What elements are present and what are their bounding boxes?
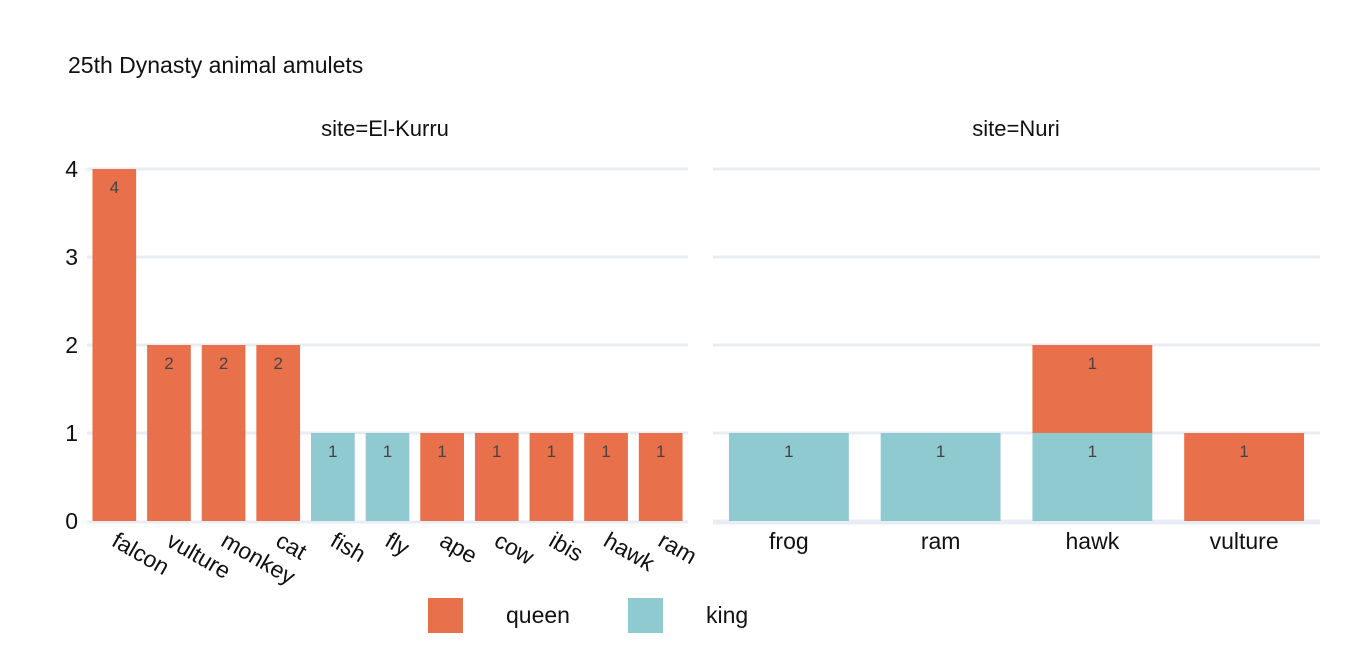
bar-king (365, 433, 410, 521)
x-tick-label: ram (921, 528, 961, 554)
bar-value-label: 1 (547, 442, 556, 461)
legend-item-queen[interactable]: queen (428, 598, 570, 633)
bar-queen (638, 433, 683, 521)
bar-value-label: 1 (1088, 442, 1097, 461)
bar-value-label: 2 (219, 354, 228, 373)
bar-queen (420, 433, 464, 521)
bar-queen (1184, 433, 1305, 521)
bar-king (728, 433, 849, 521)
y-tick-label: 0 (65, 508, 78, 534)
bar-queen (584, 433, 628, 521)
bar-value-label: 1 (1088, 354, 1097, 373)
x-tick-label: fish (326, 527, 370, 567)
bar-queen (92, 169, 137, 521)
panel-title-nuri: site=Nuri (972, 116, 1060, 141)
bar-value-label: 2 (164, 354, 173, 373)
bar-king (311, 433, 355, 521)
chart-title: 25th Dynasty animal amulets (68, 52, 364, 78)
bar-queen (147, 345, 191, 521)
legend: queen king (428, 598, 806, 633)
bar-king (880, 433, 1001, 521)
bar-queen (201, 345, 246, 521)
bar-value-label: 1 (936, 442, 945, 461)
y-tick-label: 2 (65, 332, 78, 358)
bar-value-label: 1 (601, 442, 610, 461)
panel-title-el-kurru: site=El-Kurru (321, 116, 449, 141)
bar-value-label: 1 (492, 442, 501, 461)
x-tick-label: cow (490, 527, 539, 570)
x-tick-label: hawk (1066, 528, 1120, 554)
bar-value-label: 1 (328, 442, 337, 461)
bar-value-label: 1 (656, 442, 665, 461)
y-tick-label: 3 (65, 244, 78, 270)
bar-value-label: 2 (273, 354, 282, 373)
legend-label-king: king (705, 602, 749, 628)
x-tick-label: vulture (1210, 528, 1279, 554)
y-tick-label: 1 (65, 420, 78, 446)
bar-value-label: 1 (784, 442, 793, 461)
bar-value-label: 4 (110, 178, 119, 197)
legend-item-king[interactable]: king (627, 598, 749, 633)
x-tick-label: hawk (600, 527, 660, 577)
bar-queen (474, 433, 519, 521)
bar-value-label: 1 (437, 442, 446, 461)
legend-label-queen: queen (506, 602, 570, 628)
x-tick-label: ram (654, 527, 701, 569)
legend-swatch-queen (428, 598, 463, 633)
x-tick-label: frog (769, 528, 809, 554)
x-tick-label: fly (381, 527, 414, 561)
x-tick-label: falcon (108, 527, 174, 580)
bar-queen (1032, 345, 1153, 433)
bar-value-label: 1 (1239, 442, 1248, 461)
bar-value-label: 1 (383, 442, 392, 461)
x-tick-label: ape (436, 527, 482, 569)
legend-swatch-king (627, 598, 663, 633)
bar-queen (256, 345, 301, 521)
x-tick-label: ibis (545, 527, 588, 567)
bar-king (1032, 433, 1153, 521)
y-tick-label: 4 (65, 156, 78, 182)
bar-queen (529, 433, 574, 521)
